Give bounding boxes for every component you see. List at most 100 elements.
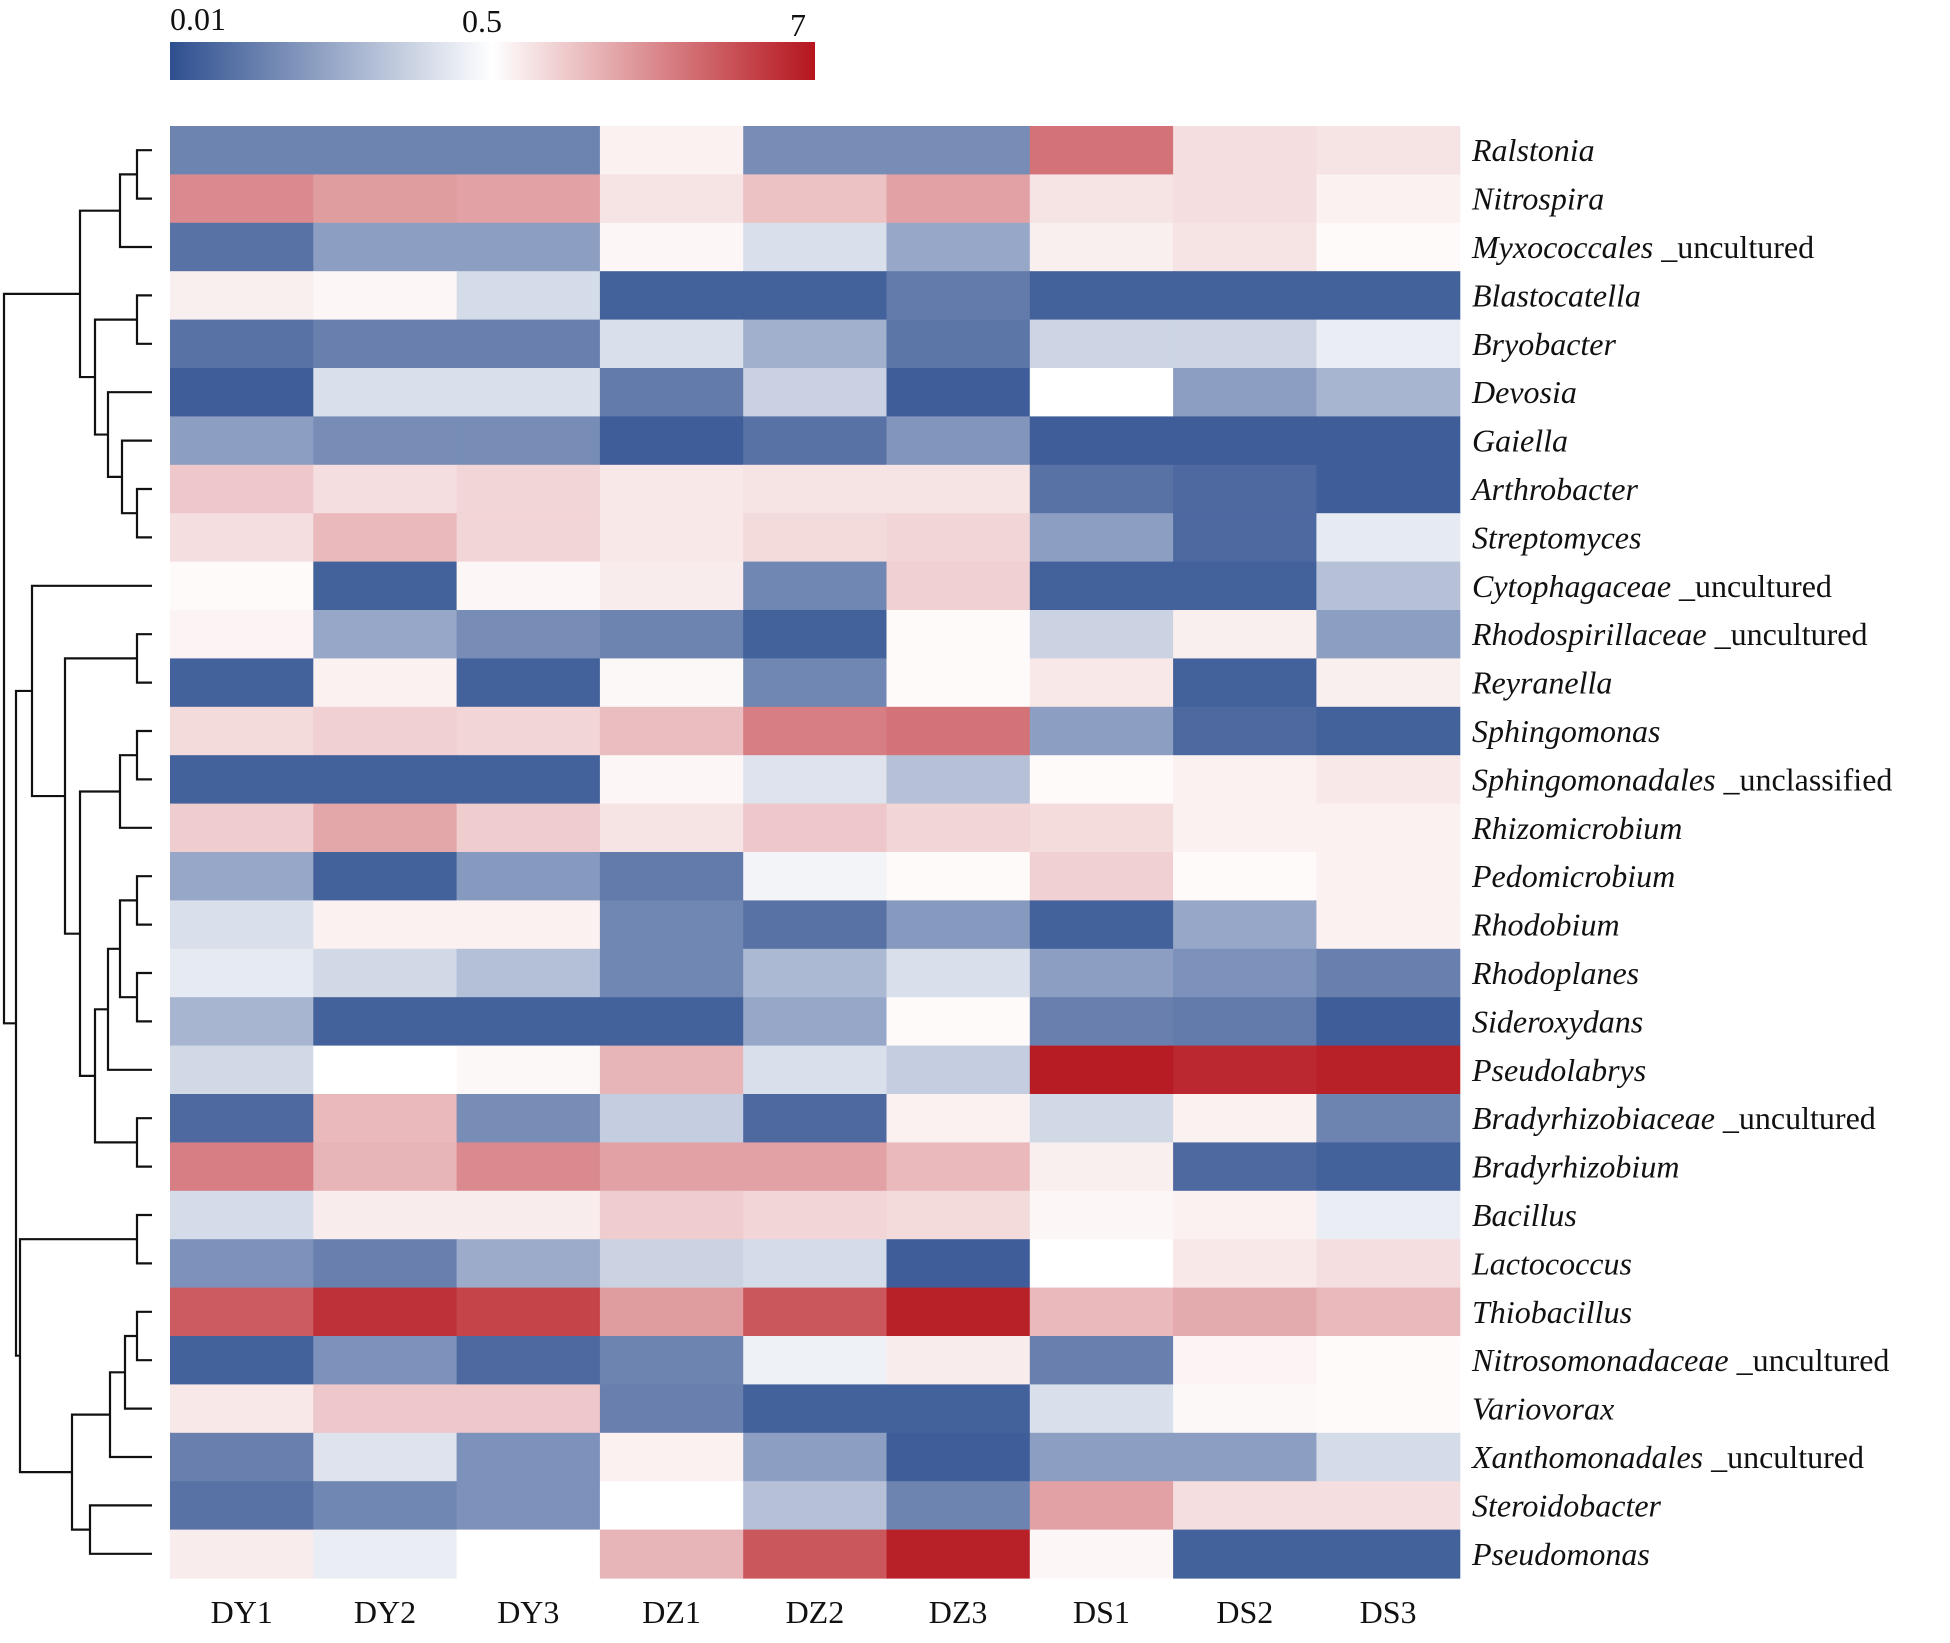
heatmap-cell	[456, 1384, 601, 1434]
heatmap-cell	[1173, 1529, 1317, 1579]
heatmap-cell	[1173, 319, 1317, 369]
heatmap-cell	[1316, 803, 1461, 853]
column-label: DZ1	[642, 1594, 701, 1630]
heatmap-cell	[170, 852, 314, 901]
heatmap-cell	[170, 997, 314, 1047]
dendrogram-branch	[135, 1213, 152, 1265]
heatmap-cell	[743, 1287, 888, 1337]
heatmap-cell	[1316, 1336, 1461, 1385]
heatmap-cell	[886, 1287, 1031, 1337]
row-label-suffix: _uncultured	[1715, 1100, 1876, 1136]
row-label: Rhodobium	[1471, 907, 1620, 943]
heatmap-cell	[170, 222, 314, 272]
heatmap-cell	[456, 271, 601, 321]
heatmap-cell	[886, 948, 1031, 998]
heatmap-cell	[1029, 803, 1174, 853]
row-label-genus: Rhizomicrobium	[1471, 810, 1682, 846]
heatmap-cell	[1029, 900, 1174, 950]
dendrogram-branch	[108, 1371, 152, 1459]
row-label-genus: Myxococcales	[1471, 229, 1653, 265]
heatmap-cell	[743, 561, 888, 611]
row-label: Thiobacillus	[1472, 1294, 1632, 1330]
dendrogram-branch	[14, 689, 32, 1357]
heatmap-cell	[743, 1432, 888, 1482]
heatmap-cell	[599, 1432, 744, 1482]
row-dendrogram	[2, 149, 152, 1555]
dendrogram-branch	[78, 790, 120, 1077]
heatmap-cell	[1173, 561, 1317, 611]
row-label-genus: Devosia	[1471, 374, 1577, 410]
heatmap-cell	[743, 706, 888, 756]
heatmap-cell	[1029, 1336, 1174, 1385]
heatmap-cell	[743, 513, 888, 563]
heatmap-cell	[170, 1287, 314, 1337]
heatmap-cell	[1029, 1239, 1174, 1289]
heatmap-cell	[743, 1384, 888, 1434]
heatmap-cell	[599, 948, 744, 998]
heatmap-cell	[1029, 271, 1174, 321]
dendrogram-branch	[63, 657, 137, 935]
heatmap-cell	[456, 1432, 601, 1482]
heatmap-cell	[456, 513, 601, 563]
heatmap-cell	[313, 1094, 458, 1143]
heatmap-cell	[170, 1045, 314, 1095]
heatmap-cell	[456, 1094, 601, 1143]
heatmap-cell	[886, 706, 1031, 756]
row-label-suffix: _uncultured	[1729, 1342, 1890, 1378]
row-label-genus: Rhodobium	[1471, 907, 1620, 943]
row-label-suffix: _uncultured	[1653, 229, 1814, 265]
heatmap-cell	[599, 1190, 744, 1240]
heatmap-cell	[599, 1481, 744, 1531]
heatmap-cell	[1029, 222, 1174, 272]
heatmap-cell	[886, 1094, 1031, 1143]
dendrogram-branch	[18, 1238, 137, 1474]
heatmap-cell	[456, 997, 601, 1047]
heatmap-cell	[1173, 1432, 1317, 1482]
heatmap-cell	[313, 222, 458, 272]
heatmap-cell	[1029, 658, 1174, 708]
heatmap-cell	[456, 658, 601, 708]
row-label-genus: Pseudolabrys	[1471, 1052, 1646, 1088]
heatmap-cell	[1173, 416, 1317, 466]
heatmap-cell	[886, 658, 1031, 708]
row-label: Blastocatella	[1472, 277, 1641, 313]
heatmap-cell	[1173, 464, 1317, 514]
heatmap-cell	[599, 803, 744, 853]
heatmap-cell	[1029, 368, 1174, 417]
heatmap-cell	[1316, 948, 1461, 998]
heatmap-cell	[170, 1190, 314, 1240]
heatmap-cell	[743, 1142, 888, 1192]
heatmap-cell	[886, 803, 1031, 853]
row-label: Arthrobacter	[1470, 471, 1638, 507]
heatmap-cell	[170, 561, 314, 611]
heatmap-cell	[886, 174, 1031, 224]
heatmap-cell	[599, 658, 744, 708]
heatmap-cell	[1316, 997, 1461, 1047]
dendrogram-branch	[88, 1504, 152, 1555]
heatmap-cell	[313, 271, 458, 321]
heatmap-cell	[170, 368, 314, 417]
heatmap-cell	[599, 1094, 744, 1143]
heatmap-cell	[599, 1336, 744, 1385]
heatmap-cell	[1316, 852, 1461, 901]
row-label: Steroidobacter	[1472, 1487, 1662, 1523]
heatmap-cell	[313, 126, 458, 175]
heatmap-cell	[170, 1094, 314, 1143]
heatmap-cell	[743, 755, 888, 805]
heatmap-cell	[1173, 1142, 1317, 1192]
row-label-genus: Pedomicrobium	[1471, 858, 1675, 894]
row-label-suffix: _unclassified	[1716, 761, 1893, 797]
heatmap-cell	[1173, 1094, 1317, 1143]
heatmap-cell	[170, 319, 314, 369]
heatmap-cell	[886, 1045, 1031, 1095]
heatmap-cell	[170, 1336, 314, 1385]
heatmap-cell	[313, 513, 458, 563]
heatmap-cell	[1173, 513, 1317, 563]
row-label: Rhodospirillaceae _uncultured	[1471, 616, 1867, 652]
heatmap-cell	[1029, 464, 1174, 514]
row-label: Variovorax	[1472, 1391, 1614, 1427]
heatmap-cell	[1316, 319, 1461, 369]
dendrogram-branch	[135, 294, 152, 345]
dendrogram-branch	[93, 318, 137, 436]
